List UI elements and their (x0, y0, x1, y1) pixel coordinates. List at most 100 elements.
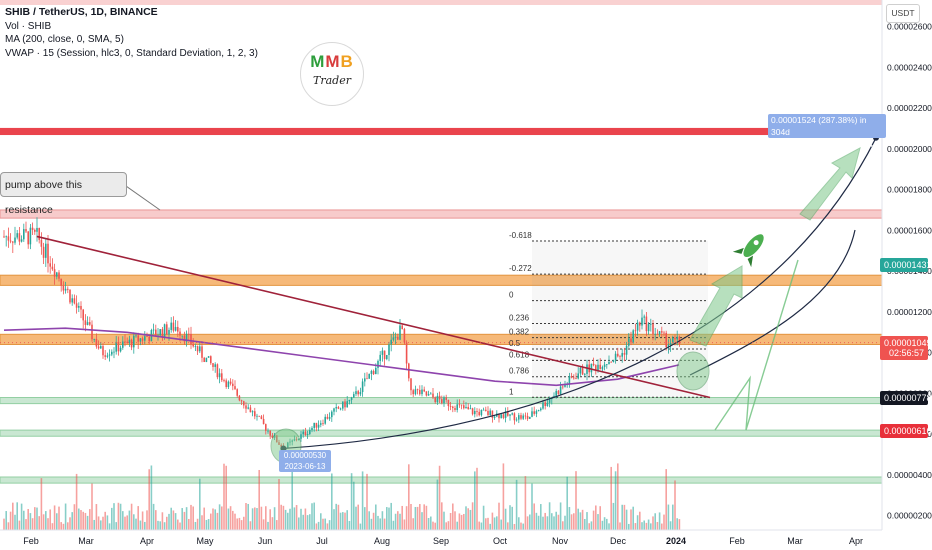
volume-bar (526, 516, 529, 530)
candle (34, 229, 36, 232)
volume-bar (170, 507, 172, 530)
volume-bar (645, 522, 648, 530)
volume-bar (502, 463, 505, 530)
candle (474, 410, 476, 415)
volume-bar (511, 506, 513, 530)
ma-indicator[interactable]: MA (200, close, 0, SMA, 5) (5, 34, 124, 45)
candle (667, 344, 670, 348)
candle (669, 343, 672, 345)
resistance-callout[interactable]: pump above this resistance (0, 172, 127, 216)
candle (416, 389, 419, 391)
volume-bar (315, 523, 318, 530)
vwap-indicator[interactable]: VWAP · 15 (Session, hlc3, 0, Standard De… (5, 47, 258, 59)
candle (117, 341, 120, 352)
volume-bar (18, 520, 21, 530)
candle (353, 394, 355, 398)
candle (469, 408, 472, 410)
volume-bar (568, 507, 571, 530)
candle (511, 413, 513, 415)
volume-bar (551, 513, 553, 530)
volume-bar (192, 506, 194, 530)
zone-resistance-line-0 (0, 127, 883, 136)
volume-bar (58, 506, 60, 530)
volume-bar (271, 517, 274, 530)
ma200-line (3, 327, 680, 387)
volume-bar (56, 513, 58, 530)
volume-bar (183, 511, 186, 530)
measure-label[interactable]: 0.00001524 (287.38%) in 304d 0.00002054 … (768, 114, 886, 149)
candle (232, 383, 234, 387)
candle (410, 378, 412, 391)
candle (227, 381, 230, 388)
candle (524, 415, 527, 417)
volume-bar (155, 510, 157, 530)
candle (225, 380, 227, 388)
candle (425, 391, 428, 396)
candle (265, 424, 267, 431)
candle (29, 227, 32, 245)
volume-bar (245, 503, 247, 530)
volume-bar (311, 503, 313, 530)
candle (229, 381, 232, 384)
candle (531, 411, 533, 417)
candle (548, 398, 551, 403)
volume-bar (199, 478, 201, 530)
candle (581, 367, 584, 375)
candle (271, 435, 274, 438)
candle (128, 339, 131, 343)
candle (399, 325, 401, 340)
volume-bar (320, 513, 322, 530)
candle (432, 393, 434, 398)
candle (656, 333, 659, 335)
volume-bar (405, 506, 408, 530)
volume-bar (463, 513, 465, 530)
volume-bar (249, 521, 252, 530)
candle (445, 397, 447, 400)
volume-bar (126, 515, 128, 530)
time-tick: Sep (433, 536, 449, 546)
volume-bar (168, 513, 170, 530)
volume-bar (595, 505, 597, 530)
candle (331, 411, 333, 418)
volume-bar (172, 510, 175, 530)
volume-bar (647, 519, 650, 530)
candle (168, 329, 170, 335)
candle (443, 397, 445, 404)
candle (348, 399, 351, 402)
volume-bar (348, 520, 351, 530)
price-tag: 0.00000778 (880, 390, 932, 405)
symbol-title[interactable]: SHIB / TetherUS, 1D, BINANCE (5, 6, 158, 18)
volume-bar (449, 513, 452, 530)
candle (58, 272, 60, 279)
candle (170, 322, 172, 330)
volume-bar (650, 523, 652, 530)
candle (441, 399, 443, 404)
candle (267, 430, 269, 432)
candle (383, 350, 386, 360)
candle (104, 355, 106, 357)
candle (322, 423, 324, 425)
candle (346, 401, 348, 408)
volume-bar (276, 520, 278, 530)
volume-bar (529, 514, 531, 530)
candle (148, 336, 150, 342)
volume-bar (375, 504, 377, 530)
volume-bar (452, 503, 454, 530)
zone-green-5 (0, 429, 883, 437)
volume-bar (106, 515, 109, 530)
volume-indicator[interactable]: Vol · SHIB (5, 20, 52, 32)
candle (458, 404, 461, 406)
volume-bar (251, 508, 254, 530)
volume-bar (617, 463, 619, 530)
volume-bar (432, 521, 434, 530)
candle (12, 241, 14, 243)
volume-bar (188, 518, 190, 530)
measure-line-2: 0.00002054 @ 2024-04-14 (771, 139, 873, 149)
volume-bar (86, 515, 89, 530)
currency-unit-button[interactable]: USDT (886, 4, 920, 23)
candle (84, 320, 87, 325)
fib-label: -0.618 (509, 231, 532, 240)
volume-bar (205, 519, 208, 530)
volume-bar (20, 503, 23, 530)
